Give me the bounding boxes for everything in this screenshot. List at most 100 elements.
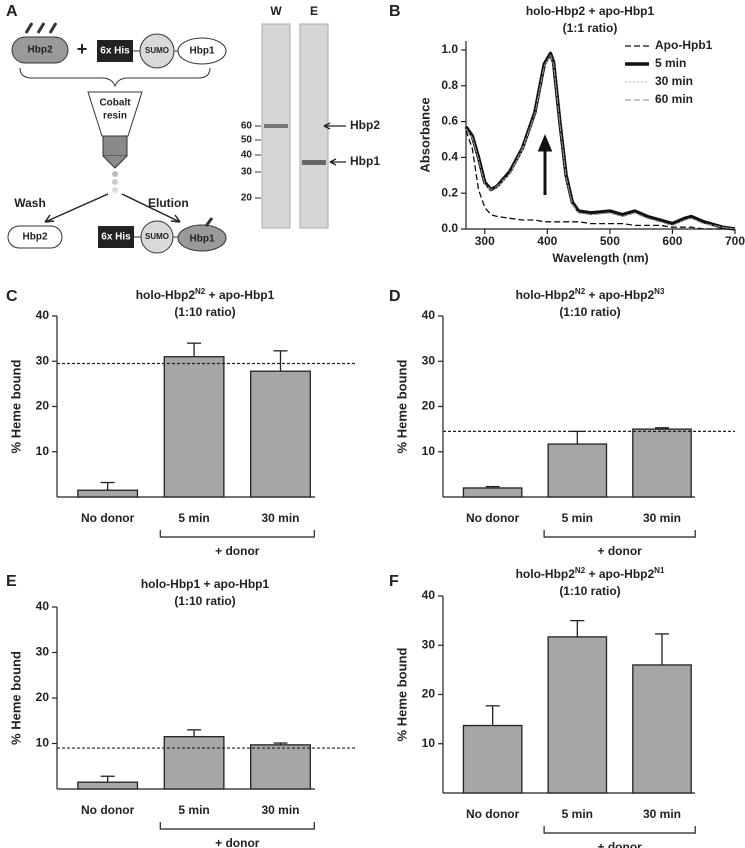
donor-bracket xyxy=(159,530,315,538)
bar xyxy=(547,636,608,794)
lane-label: E xyxy=(310,4,318,18)
chart-subtitle: (1:1 ratio) xyxy=(563,21,618,35)
column xyxy=(102,135,128,157)
y-tick-label: 30 xyxy=(36,353,50,367)
chart-subtitle: (1:10 ratio) xyxy=(559,305,620,319)
y-tick-label: 0.2 xyxy=(441,185,458,199)
split-arrows xyxy=(44,193,181,223)
bar xyxy=(250,744,311,790)
series-line xyxy=(464,51,736,231)
x-tick-label: No donor xyxy=(466,511,520,525)
marker-label: 50 xyxy=(241,135,253,146)
title-part: N2 xyxy=(575,566,586,575)
x-tick-label: No donor xyxy=(466,807,520,821)
panel-letter: A xyxy=(6,3,18,20)
x-tick-label: 5 min xyxy=(562,807,593,821)
bar xyxy=(77,781,139,790)
y-tick-label: 40 xyxy=(422,308,436,322)
marker-label: 40 xyxy=(241,150,253,161)
y-axis-label: % Heme bound xyxy=(394,359,409,453)
hbp1-shape xyxy=(177,37,227,65)
x-tick-label: 700 xyxy=(725,234,745,248)
chart-subtitle: (1:10 ratio) xyxy=(174,594,235,608)
x-tick-label: 5 min xyxy=(178,803,209,817)
band-label: Hbp1 xyxy=(350,154,380,168)
y-tick-label: 10 xyxy=(36,444,50,458)
marker-ticks xyxy=(255,125,261,199)
chart-title: holo-Hbp2N2 + apo-Hbp2N3 xyxy=(516,287,665,303)
chart-title: holo-Hbp1 + apo-Hbp1 xyxy=(141,577,270,591)
his-tag xyxy=(97,40,133,62)
bracket-label: + donor xyxy=(215,836,260,848)
y-tick-label: 20 xyxy=(422,687,436,701)
bracket-label: + donor xyxy=(215,544,260,558)
y-tick-label: 10 xyxy=(422,444,436,458)
x-tick-label: No donor xyxy=(81,511,135,525)
marker-label: 60 xyxy=(241,121,253,132)
gel-band xyxy=(302,160,326,165)
series-line xyxy=(465,130,735,230)
drop xyxy=(112,171,118,177)
wash-label: Wash xyxy=(14,196,46,210)
x-tick-label: 30 min xyxy=(261,803,299,817)
y-tick-label: 20 xyxy=(36,690,50,704)
x-tick-label: 30 min xyxy=(643,807,681,821)
sumo-label: SUMO xyxy=(145,46,169,55)
donor-bracket xyxy=(159,822,315,830)
bar xyxy=(250,370,311,498)
x-tick-label: 5 min xyxy=(562,511,593,525)
his-tag xyxy=(98,226,134,248)
y-axis-label: % Heme bound xyxy=(8,359,23,453)
y-tick-label: 0.6 xyxy=(441,114,458,128)
bar xyxy=(632,428,692,498)
acceptor-label: Hbp1 xyxy=(190,234,215,245)
brace xyxy=(19,67,211,88)
title-part: N2 xyxy=(575,287,586,296)
x-tick-label: 400 xyxy=(537,234,557,248)
y-tick-label: 40 xyxy=(36,308,50,322)
bracket-label: + donor xyxy=(597,840,642,848)
x-tick-label: No donor xyxy=(81,803,135,817)
plus: + xyxy=(77,39,88,59)
marker-label: 30 xyxy=(241,167,253,178)
gel: W E 60 50 40 30 20 Hbp2 Hbp1 xyxy=(241,4,380,229)
y-tick-label: 1.0 xyxy=(441,42,458,56)
elution-label: Elution xyxy=(148,196,189,210)
gel-band xyxy=(264,124,288,128)
title-part: + apo-Hbp2 xyxy=(585,288,654,302)
hbp1-shape xyxy=(177,224,227,252)
bar xyxy=(462,724,523,794)
title-part: N2 xyxy=(195,287,206,296)
chart-subtitle: (1:10 ratio) xyxy=(174,305,235,319)
heme-icon xyxy=(204,217,214,227)
increase-arrow xyxy=(537,134,553,195)
lane-label: W xyxy=(270,4,282,18)
title-part: + apo-Hbp1 xyxy=(205,288,274,302)
x-tick-label: 30 min xyxy=(643,511,681,525)
heme-icons xyxy=(24,22,58,34)
band-arrows xyxy=(323,122,346,166)
title-part: holo-Hbp2 xyxy=(516,288,576,302)
title-part: + apo-Hbp2 xyxy=(585,567,654,581)
bracket-label: + donor xyxy=(597,544,642,558)
resin-label: resin xyxy=(103,111,127,122)
title-part: holo-Hbp2 xyxy=(516,567,576,581)
band-label: Hbp2 xyxy=(350,118,380,132)
chart-title: holo-Hbp2 + apo-Hbp1 xyxy=(526,4,655,18)
chart-title: holo-Hbp2N2 + apo-Hbp2N1 xyxy=(516,566,665,582)
title-part: holo-Hbp2 + apo-Hbp1 xyxy=(526,4,655,18)
x-axis-label: Wavelength (nm) xyxy=(552,251,648,265)
bar xyxy=(632,664,692,794)
drop xyxy=(112,187,118,193)
x-tick-label: 300 xyxy=(475,234,495,248)
y-tick-label: 20 xyxy=(422,399,436,413)
y-tick-label: 0.4 xyxy=(441,150,458,164)
legend-label: Apo-Hpb1 xyxy=(655,38,713,52)
y-axis-label: Absorbance xyxy=(417,97,432,172)
y-tick-label: 30 xyxy=(422,353,436,367)
legend-label: 30 min xyxy=(655,74,693,88)
donor-label: Hbp2 xyxy=(28,45,53,56)
legend-label: 60 min xyxy=(655,92,693,106)
hbp2-shape xyxy=(11,36,69,64)
